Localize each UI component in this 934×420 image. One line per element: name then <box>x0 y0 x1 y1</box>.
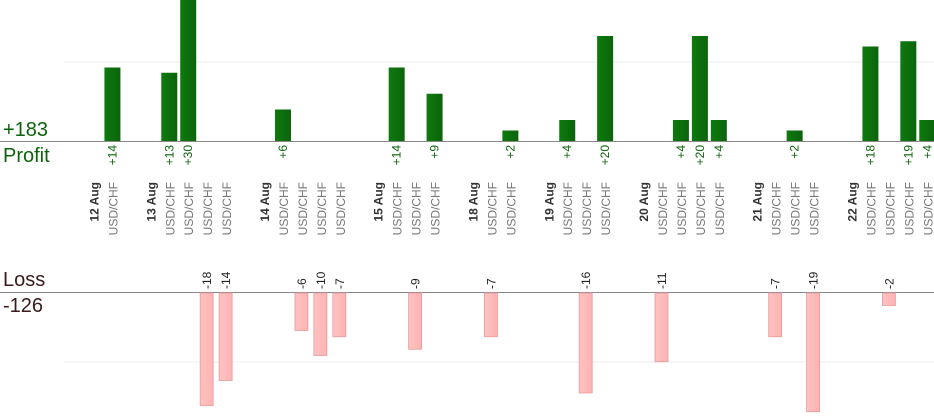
loss-bar <box>408 292 423 350</box>
profit-value-label: +20 <box>598 145 612 166</box>
pair-label: USD/CHF <box>277 182 291 235</box>
pair-label: USD/CHF <box>561 182 575 235</box>
profit-bar <box>388 67 405 141</box>
loss-bar <box>332 292 347 338</box>
profit-value-label: +2 <box>788 145 802 159</box>
profit-value-label: +4 <box>560 145 574 159</box>
loss-value-label: -7 <box>769 278 783 289</box>
loss-bar <box>218 292 233 381</box>
loss-value-label: -16 <box>579 271 593 289</box>
pair-label: USD/CHF <box>694 182 708 235</box>
loss-bar <box>199 292 214 406</box>
pair-label: USD/CHF <box>504 182 518 235</box>
profit-value-label: +18 <box>863 145 877 166</box>
pair-label: USD/CHF <box>485 182 499 235</box>
loss-total: -126 <box>3 295 44 317</box>
profit-value-label: +4 <box>712 145 726 159</box>
date-label: 15 Aug <box>372 182 386 222</box>
profit-total: +183 <box>3 119 49 141</box>
date-label: 19 Aug <box>542 182 556 222</box>
loss-value-label: -18 <box>200 271 214 289</box>
pair-label: USD/CHF <box>220 182 234 235</box>
profit-bar <box>691 36 708 141</box>
loss-bar <box>578 292 593 394</box>
profit-bar <box>597 36 614 141</box>
profit-bar <box>672 120 689 141</box>
pair-label: USD/CHF <box>656 182 670 235</box>
date-label: 13 Aug <box>144 182 158 222</box>
pair-label: USD/CHF <box>902 182 916 235</box>
profit-value-label: +2 <box>503 145 517 159</box>
pair-label: USD/CHF <box>713 182 727 235</box>
loss-bar <box>313 292 328 356</box>
profit-value-label: +14 <box>390 145 404 166</box>
loss-value-label: -19 <box>807 271 821 289</box>
loss-bar <box>768 292 783 338</box>
date-label: 20 Aug <box>637 182 651 222</box>
pair-label: USD/CHF <box>296 182 310 235</box>
loss-bar <box>654 292 669 363</box>
pair-label: USD/CHF <box>429 182 443 235</box>
pair-label: USD/CHF <box>182 182 196 235</box>
loss-value-label: -2 <box>882 278 896 289</box>
profit-value-label: +30 <box>181 145 195 166</box>
pair-label: USD/CHF <box>883 182 897 235</box>
profit-value-label: +14 <box>105 145 119 166</box>
date-label: 18 Aug <box>466 182 480 222</box>
pair-label: USD/CHF <box>864 182 878 235</box>
profit-bar <box>559 120 576 141</box>
loss-bar <box>484 292 498 338</box>
loss-bar <box>806 292 820 413</box>
loss-value-label: -7 <box>484 278 498 289</box>
profit-bar <box>274 109 291 141</box>
loss-value-label: -7 <box>333 278 347 289</box>
profit-value-label: +6 <box>276 145 290 159</box>
loss-bar <box>294 292 309 331</box>
profit-bar <box>180 0 197 141</box>
loss-value-label: -6 <box>295 278 309 289</box>
loss-value-label: -10 <box>314 271 328 289</box>
profit-bar <box>104 67 121 141</box>
loss-bar <box>881 292 896 306</box>
profit-value-label: +19 <box>901 145 915 166</box>
profit-bar <box>161 72 178 141</box>
pair-label: USD/CHF <box>106 182 120 235</box>
profit-value-label: +4 <box>920 145 934 159</box>
profit-bar <box>900 41 917 141</box>
pair-label: USD/CHF <box>599 182 613 235</box>
pair-label: USD/CHF <box>391 182 405 235</box>
profit-value-label: +13 <box>162 145 176 166</box>
pair-label: USD/CHF <box>334 182 348 235</box>
date-label: 14 Aug <box>258 182 272 222</box>
pair-label: USD/CHF <box>675 182 689 235</box>
profit-bar <box>919 120 934 141</box>
pair-label: USD/CHF <box>789 182 803 235</box>
pair-label: USD/CHF <box>921 182 934 235</box>
date-label: 21 Aug <box>751 182 765 222</box>
pair-label: USD/CHF <box>163 182 177 235</box>
profit-label: Profit <box>3 145 50 167</box>
date-label: 22 Aug <box>845 182 859 222</box>
loss-value-label: -14 <box>219 271 233 289</box>
profit-value-label: +9 <box>428 145 442 159</box>
pair-label: USD/CHF <box>808 182 822 235</box>
loss-value-label: -9 <box>409 278 423 289</box>
loss-label: Loss <box>3 269 46 291</box>
profit-bar <box>710 120 727 141</box>
pair-label: USD/CHF <box>580 182 594 235</box>
profit-bar <box>786 130 803 141</box>
profit-value-label: +20 <box>693 145 707 166</box>
profit-bar <box>426 93 443 141</box>
loss-value-label: -11 <box>655 272 669 289</box>
profit-value-label: +4 <box>674 145 688 159</box>
pair-label: USD/CHF <box>770 182 784 235</box>
pair-label: USD/CHF <box>201 182 215 235</box>
pair-label: USD/CHF <box>410 182 424 235</box>
profit-bar <box>502 130 519 141</box>
profit-bar <box>862 46 879 141</box>
date-label: 12 Aug <box>87 182 101 222</box>
pair-label: USD/CHF <box>315 182 329 235</box>
